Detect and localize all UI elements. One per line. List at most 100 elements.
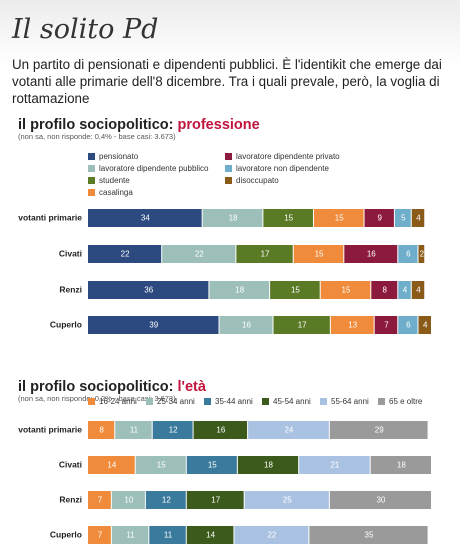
legend-swatch: [88, 177, 95, 184]
bar-segment: [115, 421, 152, 439]
value-label: 15: [284, 214, 293, 223]
bar-segment: [88, 491, 111, 509]
value-label: 34: [141, 214, 150, 223]
legend-swatch: [88, 165, 95, 172]
bar-segment: [88, 526, 111, 544]
bar-segment: [398, 316, 418, 334]
section-title-highlight: professione: [178, 117, 260, 133]
legend-label: 55-64 anni: [331, 397, 369, 406]
value-label: 4: [416, 214, 421, 223]
category-label: Cuperlo: [50, 319, 82, 329]
value-label: 36: [144, 286, 153, 295]
value-label: 15: [291, 286, 300, 295]
bar-segment: [364, 209, 394, 227]
section-title-highlight: l'età: [178, 379, 207, 395]
value-label: 8: [99, 426, 104, 435]
category-label: Civati: [59, 459, 82, 469]
value-label: 15: [208, 461, 217, 470]
value-label: 16: [216, 426, 225, 435]
page-subtitle: Un partito di pensionati e dipendenti pu…: [12, 57, 442, 106]
legend-label: lavoratore non dipendente: [236, 164, 330, 173]
bar-segment: [186, 456, 237, 474]
value-label: 4: [416, 286, 421, 295]
value-label: 2: [420, 250, 425, 259]
value-label: 7: [384, 321, 389, 330]
bar-segment: [219, 316, 273, 334]
value-label: 15: [157, 461, 166, 470]
bar-segment: [374, 316, 398, 334]
value-label: 22: [121, 250, 130, 259]
value-label: 9: [377, 214, 382, 223]
bar-segment: [418, 316, 431, 334]
legend-swatch: [378, 398, 385, 405]
value-label: 11: [126, 531, 135, 540]
bar-segment: [344, 245, 398, 263]
bar-segment: [236, 245, 293, 263]
category-label: Civati: [59, 248, 82, 258]
bar-segment: [329, 491, 431, 509]
bar-segment: [270, 281, 320, 299]
bar-segment: [237, 456, 299, 474]
bar-segment: [88, 281, 209, 299]
section-title: il profilo sociopolitico: professione: [18, 117, 260, 133]
value-label: 6: [406, 250, 411, 259]
legend-swatch: [320, 398, 327, 405]
value-label: 18: [235, 286, 244, 295]
legend-label: studente: [99, 176, 130, 185]
value-label: 35: [365, 531, 374, 540]
category-label: Renzi: [59, 494, 82, 504]
value-label: 14: [107, 461, 116, 470]
value-label: 16: [242, 321, 251, 330]
legend-label: pensionato: [99, 152, 139, 161]
value-label: 13: [348, 321, 357, 330]
bar-segment: [248, 421, 329, 439]
legend-swatch: [225, 153, 232, 160]
legend-label: lavoratore dipendente pubblico: [99, 164, 209, 173]
value-label: 15: [335, 214, 344, 223]
value-label: 7: [98, 496, 103, 505]
bar-segment: [145, 491, 186, 509]
value-label: 17: [261, 250, 270, 259]
bar-segment: [193, 421, 248, 439]
bar-segment: [418, 245, 425, 263]
legend-swatch: [262, 398, 269, 405]
bar-segment: [330, 316, 374, 334]
legend-label: 45-54 anni: [273, 397, 311, 406]
value-label: 17: [211, 496, 220, 505]
value-label: 10: [124, 496, 133, 505]
bar-segment: [244, 491, 329, 509]
value-label: 5: [401, 214, 406, 223]
section-note: (non sa, non risponde: 0,4% - base casi:…: [18, 132, 176, 141]
value-label: 4: [423, 321, 428, 330]
section-title-text: il profilo sociopolitico:: [18, 117, 178, 133]
value-label: 8: [383, 286, 388, 295]
category-label: votanti primarie: [18, 212, 82, 222]
bar-segment: [313, 209, 364, 227]
legend-label: casalinga: [99, 188, 133, 197]
legend-label: 65 e oltre: [389, 397, 423, 406]
bar-segment: [320, 281, 371, 299]
value-label: 39: [149, 321, 158, 330]
bar-segment: [309, 526, 428, 544]
bar-segment: [263, 209, 313, 227]
bar-segment: [135, 456, 186, 474]
bar-segment: [186, 491, 244, 509]
legend-swatch: [88, 153, 95, 160]
legend-label: lavoratore dipendente privato: [236, 152, 340, 161]
legend-label: 16-24 anni: [99, 397, 137, 406]
value-label: 11: [130, 426, 139, 435]
value-label: 17: [298, 321, 307, 330]
legend-label: 25-34 anni: [157, 397, 195, 406]
value-label: 6: [406, 321, 411, 330]
value-label: 22: [267, 531, 276, 540]
value-label: 12: [169, 426, 178, 435]
value-label: 21: [330, 461, 339, 470]
value-label: 25: [283, 496, 292, 505]
legend-swatch: [88, 398, 95, 405]
bar-segment: [299, 456, 370, 474]
legend-swatch: [204, 398, 211, 405]
value-label: 4: [403, 286, 408, 295]
bar-segment: [398, 245, 418, 263]
page-title: Il solito Pd: [12, 14, 159, 45]
category-label: votanti primarie: [18, 424, 82, 434]
